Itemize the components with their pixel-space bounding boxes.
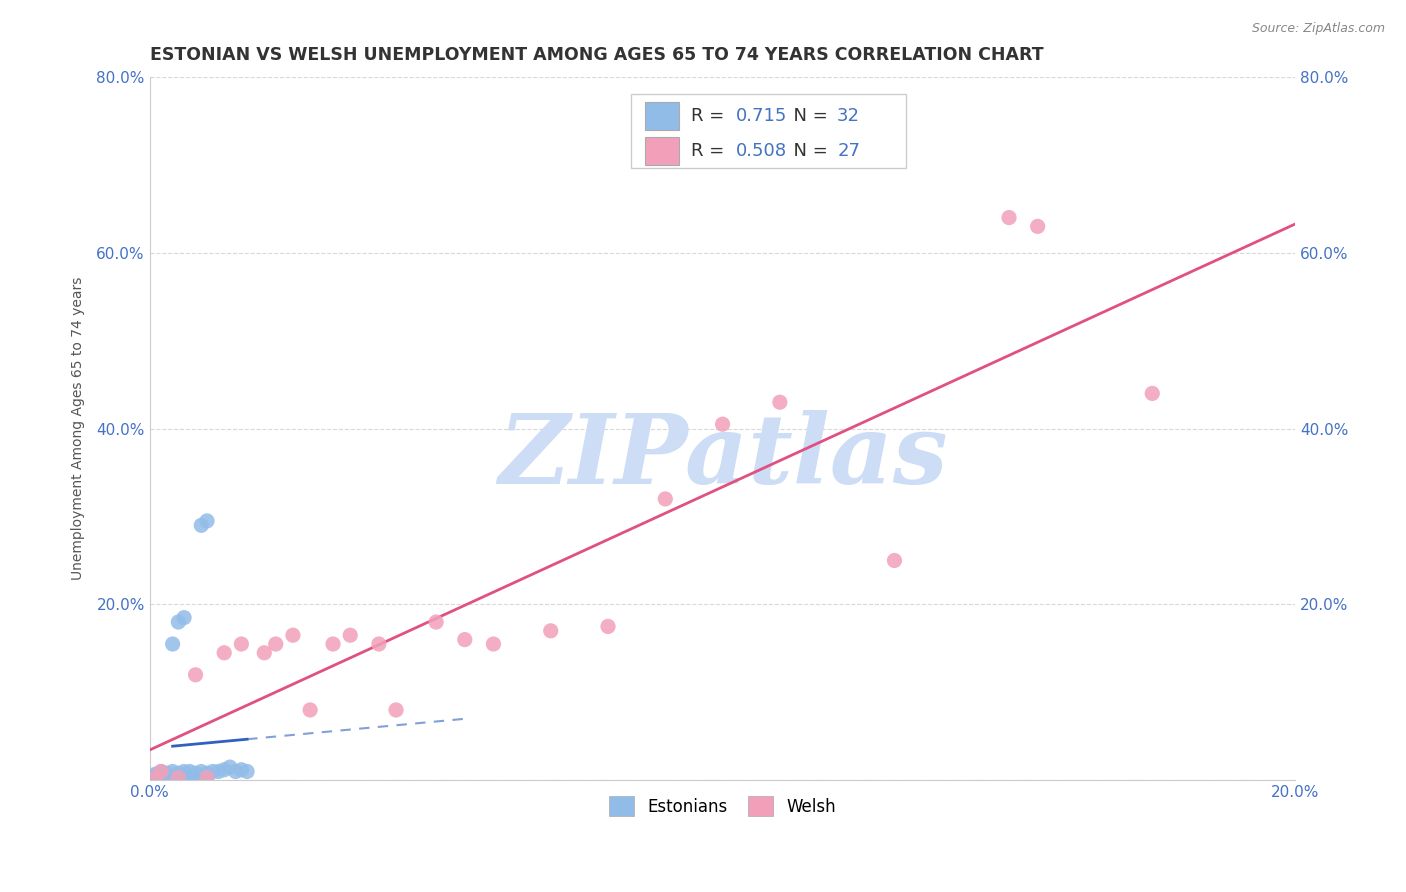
- Point: [596, 619, 619, 633]
- Point: [179, 764, 201, 779]
- Text: 27: 27: [837, 142, 860, 160]
- Point: [212, 763, 235, 777]
- Point: [173, 764, 195, 779]
- FancyBboxPatch shape: [645, 102, 679, 129]
- Text: 32: 32: [837, 106, 860, 125]
- Point: [339, 628, 361, 642]
- Point: [201, 764, 224, 779]
- Text: ZIPatlas: ZIPatlas: [498, 409, 948, 504]
- Point: [322, 637, 344, 651]
- Text: 0.508: 0.508: [737, 142, 787, 160]
- Point: [184, 771, 207, 785]
- FancyBboxPatch shape: [631, 95, 905, 169]
- Point: [145, 769, 167, 783]
- Point: [162, 764, 184, 779]
- Point: [150, 771, 173, 785]
- Text: R =: R =: [690, 142, 730, 160]
- Point: [425, 615, 447, 629]
- Point: [769, 395, 792, 409]
- Point: [190, 764, 212, 779]
- Point: [195, 771, 218, 785]
- Point: [540, 624, 562, 638]
- Legend: Estonians, Welsh: Estonians, Welsh: [600, 788, 844, 825]
- FancyBboxPatch shape: [645, 136, 679, 165]
- Text: R =: R =: [690, 106, 730, 125]
- Point: [184, 766, 207, 780]
- Text: N =: N =: [782, 106, 834, 125]
- Point: [195, 771, 218, 785]
- Point: [212, 646, 235, 660]
- Point: [654, 491, 676, 506]
- Point: [207, 764, 229, 779]
- Point: [1142, 386, 1164, 401]
- Point: [195, 766, 218, 780]
- Point: [1026, 219, 1049, 234]
- Point: [225, 764, 247, 779]
- Point: [482, 637, 505, 651]
- Point: [162, 637, 184, 651]
- Point: [162, 771, 184, 785]
- Point: [145, 771, 167, 785]
- Point: [156, 766, 179, 780]
- Point: [173, 610, 195, 624]
- Point: [150, 764, 173, 779]
- Point: [150, 764, 173, 779]
- Point: [184, 667, 207, 681]
- Point: [231, 763, 253, 777]
- Point: [145, 771, 167, 785]
- Point: [454, 632, 477, 647]
- Text: ESTONIAN VS WELSH UNEMPLOYMENT AMONG AGES 65 TO 74 YEARS CORRELATION CHART: ESTONIAN VS WELSH UNEMPLOYMENT AMONG AGE…: [149, 46, 1043, 64]
- Point: [236, 764, 259, 779]
- Point: [264, 637, 287, 651]
- Point: [385, 703, 408, 717]
- Point: [219, 760, 242, 774]
- Point: [167, 771, 190, 785]
- Point: [299, 703, 322, 717]
- Point: [167, 615, 190, 629]
- Point: [145, 767, 167, 781]
- Point: [190, 518, 212, 533]
- Text: Source: ZipAtlas.com: Source: ZipAtlas.com: [1251, 22, 1385, 36]
- Point: [253, 646, 276, 660]
- Point: [179, 771, 201, 785]
- Text: N =: N =: [782, 142, 834, 160]
- Y-axis label: Unemployment Among Ages 65 to 74 years: Unemployment Among Ages 65 to 74 years: [72, 277, 86, 581]
- Point: [883, 553, 905, 567]
- Point: [195, 514, 218, 528]
- Point: [367, 637, 389, 651]
- Point: [281, 628, 304, 642]
- Point: [173, 771, 195, 785]
- Point: [231, 637, 253, 651]
- Point: [998, 211, 1021, 225]
- Point: [167, 771, 190, 785]
- Point: [156, 770, 179, 784]
- Point: [711, 417, 734, 432]
- Text: 0.715: 0.715: [737, 106, 787, 125]
- Point: [167, 766, 190, 780]
